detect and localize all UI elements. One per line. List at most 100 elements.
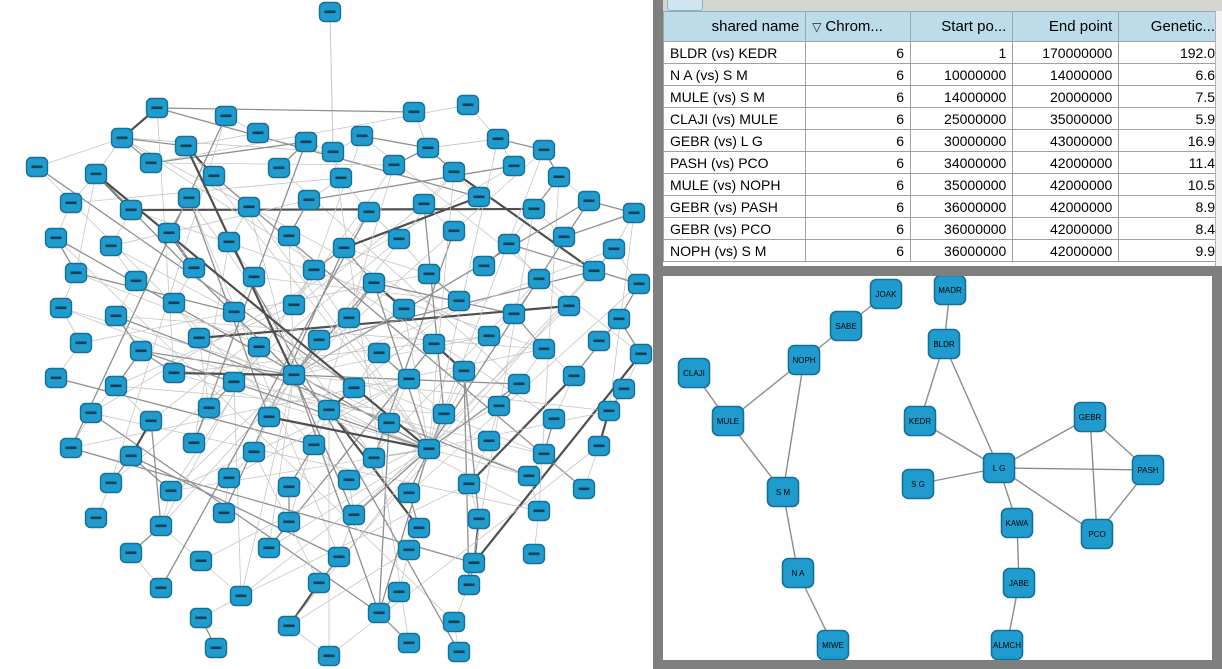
graph-edge[interactable] xyxy=(423,203,445,415)
graph-edge[interactable] xyxy=(353,448,430,516)
table-cell[interactable]: 6.6 xyxy=(1118,63,1222,86)
graph-edge[interactable] xyxy=(170,378,410,492)
subnetwork-node-miwe[interactable]: MIWE xyxy=(816,629,850,660)
subnetwork-node-kedr[interactable]: KEDR xyxy=(903,405,937,437)
table-row[interactable]: MULE (vs) NOPH 6 35000000 42000000 10.5 xyxy=(662,173,1222,196)
table-cell[interactable]: 6 xyxy=(805,195,912,218)
table-body[interactable]: BLDR (vs) KEDR 6 1 170000000 192.0 N A (vs) S… xyxy=(662,41,1222,262)
subnetwork-node-s-g[interactable]: S G xyxy=(901,468,935,500)
subnetwork-node-shape[interactable] xyxy=(933,276,967,306)
table-row[interactable]: N A (vs) S M 6 10000000 14000000 6.6 xyxy=(662,63,1222,86)
graph-edge[interactable] xyxy=(240,483,470,597)
graph-edge[interactable] xyxy=(188,197,340,558)
graph-edge[interactable] xyxy=(75,272,235,313)
subnetwork-node-gebr[interactable]: GEBR xyxy=(1073,401,1107,433)
table-cell[interactable]: 6 xyxy=(805,151,912,174)
edge-attribute-table[interactable]: shared name ▽ Chrom... Start po... End point… xyxy=(662,11,1222,262)
subnetwork-node-shape[interactable] xyxy=(869,278,903,310)
graph-edge[interactable] xyxy=(373,282,430,450)
table-cell[interactable]: 42000000 xyxy=(1012,239,1120,262)
table-cell[interactable]: BLDR (vs) KEDR xyxy=(662,41,807,64)
subnetwork-node-n-a[interactable]: N A xyxy=(781,557,815,589)
graph-edge[interactable] xyxy=(90,412,540,512)
graph-edge[interactable] xyxy=(293,374,380,614)
table-cell[interactable]: 170000000 xyxy=(1012,41,1120,64)
table-cell[interactable]: 35000000 xyxy=(1012,107,1120,130)
overview-network-panel[interactable] xyxy=(0,0,653,669)
graph-edge[interactable] xyxy=(428,335,490,450)
table-row[interactable]: GEBR (vs) PASH 6 36000000 42000000 8.9 xyxy=(662,195,1222,218)
table-cell[interactable]: 36000000 xyxy=(910,239,1014,262)
table-cell[interactable]: 6 xyxy=(805,63,912,86)
graph-edge[interactable] xyxy=(268,415,430,451)
subnetwork-edge[interactable] xyxy=(998,467,1098,535)
table-cell[interactable]: 42000000 xyxy=(1012,195,1120,218)
graph-edge[interactable] xyxy=(160,317,350,527)
table-cell[interactable]: 8.9 xyxy=(1118,195,1222,218)
subnetwork-node-l-g[interactable]: L G xyxy=(982,452,1016,484)
graph-edge[interactable] xyxy=(55,237,455,623)
subnetwork-node-shape[interactable] xyxy=(829,310,863,342)
table-cell[interactable]: GEBR (vs) PASH xyxy=(662,195,807,218)
table-cell[interactable]: NOPH (vs) S M xyxy=(662,239,807,262)
graph-edge[interactable] xyxy=(248,206,430,450)
graph-edge[interactable] xyxy=(378,448,430,614)
table-cell[interactable]: CLAJI (vs) MULE xyxy=(662,107,807,130)
subnetwork-node-shape[interactable] xyxy=(766,476,800,508)
table-cell[interactable]: 36000000 xyxy=(910,195,1014,218)
graph-edge[interactable] xyxy=(173,372,430,450)
subnetwork-node-shape[interactable] xyxy=(903,405,937,437)
table-cell[interactable]: 192.0 xyxy=(1118,41,1222,64)
subnetwork-edge[interactable] xyxy=(943,343,1000,469)
subnetwork-node-shape[interactable] xyxy=(677,357,711,389)
table-cell[interactable]: 42000000 xyxy=(1012,217,1120,240)
graph-edge[interactable] xyxy=(428,410,610,450)
graph-edge[interactable] xyxy=(240,374,295,597)
graph-edge[interactable] xyxy=(353,305,570,516)
graph-edge[interactable] xyxy=(36,166,350,481)
graph-edge[interactable] xyxy=(240,448,430,597)
graph-edge[interactable] xyxy=(463,370,480,520)
graph-edge[interactable] xyxy=(428,171,455,450)
graph-edge[interactable] xyxy=(75,272,545,455)
table-cell[interactable]: N A (vs) S M xyxy=(662,63,807,86)
graph-edge[interactable] xyxy=(170,448,430,492)
graph-edge[interactable] xyxy=(75,173,97,274)
graph-edge[interactable] xyxy=(313,135,363,271)
subnetwork-node-shape[interactable] xyxy=(1000,507,1034,539)
subnetwork-node-shape[interactable] xyxy=(787,344,821,376)
subnetwork-node-almch[interactable]: ALMCH xyxy=(990,629,1024,660)
graph-edge[interactable] xyxy=(130,209,545,350)
sort-icon[interactable]: ▽ xyxy=(812,20,822,34)
table-cell[interactable]: 30000000 xyxy=(910,129,1014,152)
graph-edge[interactable] xyxy=(563,212,635,238)
subnetwork-node-shape[interactable] xyxy=(711,405,745,437)
table-cell[interactable]: 34000000 xyxy=(910,151,1014,174)
table-cell[interactable]: 9.9 xyxy=(1118,239,1222,262)
subnetwork-node-bldr[interactable]: BLDR xyxy=(927,328,961,360)
overview-network-canvas[interactable] xyxy=(0,0,653,669)
subnetwork-node-shape[interactable] xyxy=(1080,518,1114,550)
graph-edge[interactable] xyxy=(115,315,545,350)
subnetwork-canvas[interactable]: JOAK MADR SABE BLDR NOPH CLAJI MULE KEDR GEBR L G… xyxy=(663,276,1212,660)
subnetwork-node-jabe[interactable]: JABE xyxy=(1002,567,1036,599)
graph-edge[interactable] xyxy=(332,151,410,644)
subnetwork-node-madr[interactable]: MADR xyxy=(933,276,967,306)
table-cell[interactable]: 36000000 xyxy=(910,217,1014,240)
subnetwork-node-shape[interactable] xyxy=(1073,401,1107,433)
graph-edge[interactable] xyxy=(293,282,375,376)
subnetwork-node-claji[interactable]: CLAJI xyxy=(677,357,711,389)
subnetwork-node-shape[interactable] xyxy=(901,468,935,500)
table-cell[interactable]: PASH (vs) PCO xyxy=(662,151,807,174)
table-row[interactable]: MULE (vs) S M 6 14000000 20000000 7.5 xyxy=(662,85,1222,108)
graph-edge[interactable] xyxy=(293,248,615,376)
table-cell[interactable]: GEBR (vs) PCO xyxy=(662,217,807,240)
graph-edge[interactable] xyxy=(248,206,295,376)
subnetwork-node-kawa[interactable]: KAWA xyxy=(1000,507,1034,539)
subnetwork-edge[interactable] xyxy=(1089,416,1098,535)
graph-edge[interactable] xyxy=(115,315,530,477)
graph-edge[interactable] xyxy=(268,374,295,549)
table-cell[interactable]: 42000000 xyxy=(1012,151,1120,174)
table-cell[interactable]: 16.9 xyxy=(1118,129,1222,152)
table-cell[interactable]: 6 xyxy=(805,129,912,152)
